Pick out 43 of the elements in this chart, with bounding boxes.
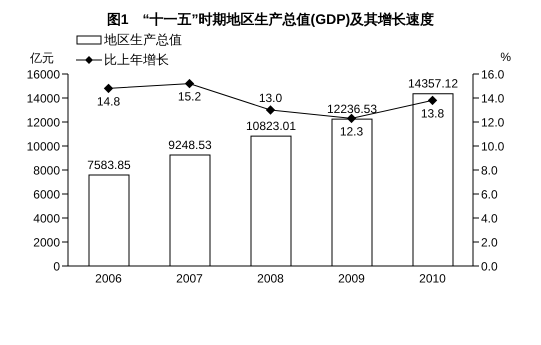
y-tick-label: 14000 [26,91,60,106]
point [266,106,275,114]
data-label: 12.3 [340,124,364,138]
y2-tick-label: 4.0 [481,211,498,226]
point [185,79,194,88]
point [347,114,356,123]
data-label: 12236.53 [326,102,378,116]
y2-axis-title: % [500,50,511,64]
data-label: 7583.85 [87,158,132,172]
x-tick-label: 2008 [257,272,284,286]
y-tick-label: 16000 [26,67,60,82]
data-label: 13.8 [420,106,444,120]
y2-tick-label: 0.0 [481,259,498,274]
x-tick-label: 2009 [338,272,366,286]
y-axis-title: 亿元 [30,50,54,67]
data-label: 15.2 [178,90,202,104]
data-label: 14357.12 [408,76,458,91]
data-label: 9248.53 [168,138,212,152]
y2-tick-label: 10.0 [481,139,505,154]
x-tick-label: 2006 [95,272,122,286]
y2-tick-label: 6.0 [481,187,498,202]
x-tick-label: 2007 [176,272,204,286]
point [428,96,437,105]
y-tick-label: 12000 [26,115,60,130]
y2-tick-label: 14.0 [481,91,505,106]
data-label: 14.8 [96,94,120,108]
y-tick-label: 2000 [33,235,60,250]
point [104,84,113,93]
chart-title: 图1 “十一五”时期地区生产总值(GDP)及其增长速度 [106,10,436,29]
data-label: 10823.01 [246,119,296,134]
data-label: 13.0 [258,91,282,105]
legend-label: 地区生产总值 [104,31,182,49]
y-tick-label: 0 [53,259,60,274]
y-tick-label: 4000 [33,211,60,226]
y-tick-label: 6000 [33,187,60,202]
x-tick-label: 2010 [419,272,446,286]
y2-tick-label: 2.0 [481,235,498,250]
legend-label: 比上年增长 [104,51,169,69]
y-tick-label: 8000 [33,163,60,178]
y-tick-label: 10000 [26,139,60,154]
y2-tick-label: 16.0 [481,67,505,82]
y2-tick-label: 8.0 [481,163,498,178]
y2-tick-label: 12.0 [481,115,505,130]
